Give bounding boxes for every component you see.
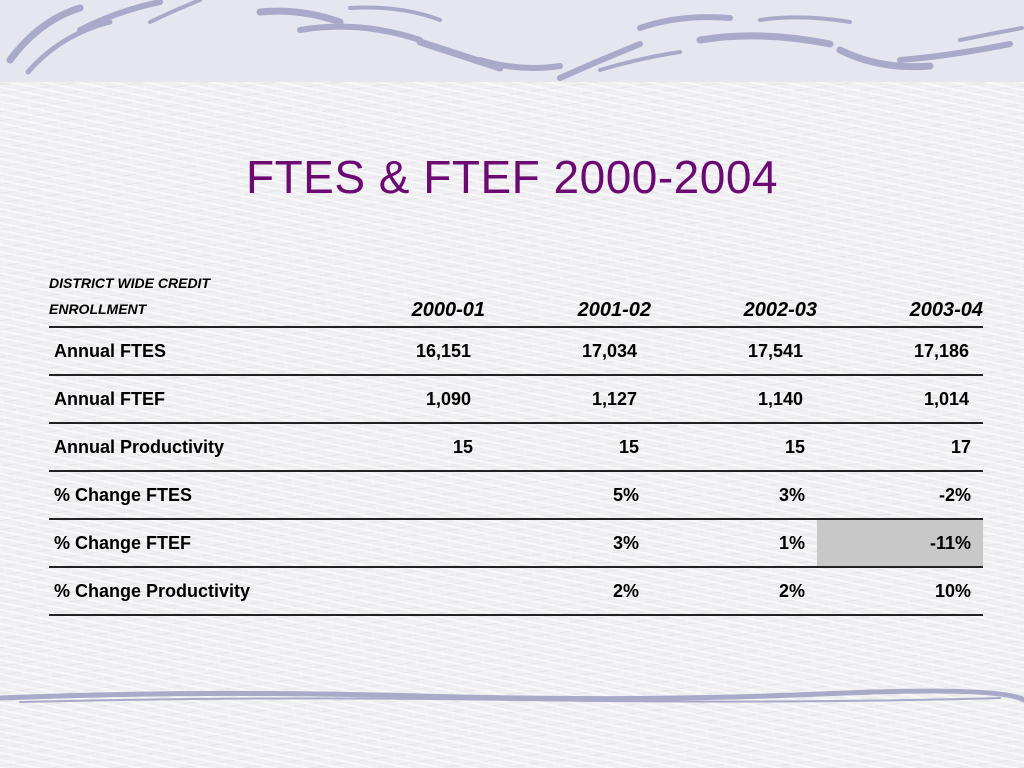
table-cell: 1,014 xyxy=(817,375,983,424)
table-cell: 15 xyxy=(319,423,485,472)
table-cell: 17,541 xyxy=(651,327,817,376)
enrollment-table: DISTRICT WIDE CREDIT ENROLLMENT 2000-01 … xyxy=(49,268,983,616)
table-row: % Change FTES 5% 3% -2% xyxy=(49,471,983,520)
table-cell: 2% xyxy=(651,567,817,616)
row-label: Annual Productivity xyxy=(49,423,319,472)
table-row: Annual Productivity 15 15 15 17 xyxy=(49,423,983,472)
table-cell: 10% xyxy=(817,567,983,616)
top-decorative-band xyxy=(0,0,1024,82)
table-cell: 5% xyxy=(485,471,651,520)
highlighted-cell: -11% xyxy=(817,519,983,568)
row-label: Annual FTEF xyxy=(49,375,319,424)
table-cell xyxy=(319,567,485,616)
swoosh-decoration xyxy=(6,0,1024,81)
table-cell: 15 xyxy=(485,423,651,472)
row-label: Annual FTES xyxy=(49,327,319,376)
table-header-label: DISTRICT WIDE CREDIT ENROLLMENT xyxy=(49,268,319,328)
column-header-year: 2003-04 xyxy=(817,268,983,328)
table-cell xyxy=(319,471,485,520)
table-cell: 1% xyxy=(651,519,817,568)
row-label: % Change FTES xyxy=(49,471,319,520)
row-label: % Change Productivity xyxy=(49,567,319,616)
header-label-line2: ENROLLMENT xyxy=(49,301,147,317)
column-header-year: 2000-01 xyxy=(319,268,485,328)
bottom-decorative-swoosh xyxy=(0,684,1024,714)
table-cell: 15 xyxy=(651,423,817,472)
table-cell: 17,186 xyxy=(817,327,983,376)
table-cell: 3% xyxy=(485,519,651,568)
header-label-line1: DISTRICT WIDE CREDIT xyxy=(49,275,210,291)
table-row: % Change Productivity 2% 2% 10% xyxy=(49,567,983,616)
table-cell: 17,034 xyxy=(485,327,651,376)
table-cell: 16,151 xyxy=(319,327,485,376)
table-cell: 1,090 xyxy=(319,375,485,424)
table-cell: 17 xyxy=(817,423,983,472)
table-cell: 1,140 xyxy=(651,375,817,424)
table-cell: 3% xyxy=(651,471,817,520)
column-header-year: 2001-02 xyxy=(485,268,651,328)
slide-title: FTES & FTEF 2000-2004 xyxy=(245,151,779,203)
row-label: % Change FTEF xyxy=(49,519,319,568)
table-row: Annual FTEF 1,090 1,127 1,140 1,014 xyxy=(49,375,983,424)
table-cell: -2% xyxy=(817,471,983,520)
table-row: % Change FTEF 3% 1% -11% xyxy=(49,519,983,568)
table-cell: 2% xyxy=(485,567,651,616)
table-row: Annual FTES 16,151 17,034 17,541 17,186 xyxy=(49,327,983,376)
table-cell: 1,127 xyxy=(485,375,651,424)
column-header-year: 2002-03 xyxy=(651,268,817,328)
table-header-row: DISTRICT WIDE CREDIT ENROLLMENT 2000-01 … xyxy=(49,268,983,328)
table-cell xyxy=(319,519,485,568)
